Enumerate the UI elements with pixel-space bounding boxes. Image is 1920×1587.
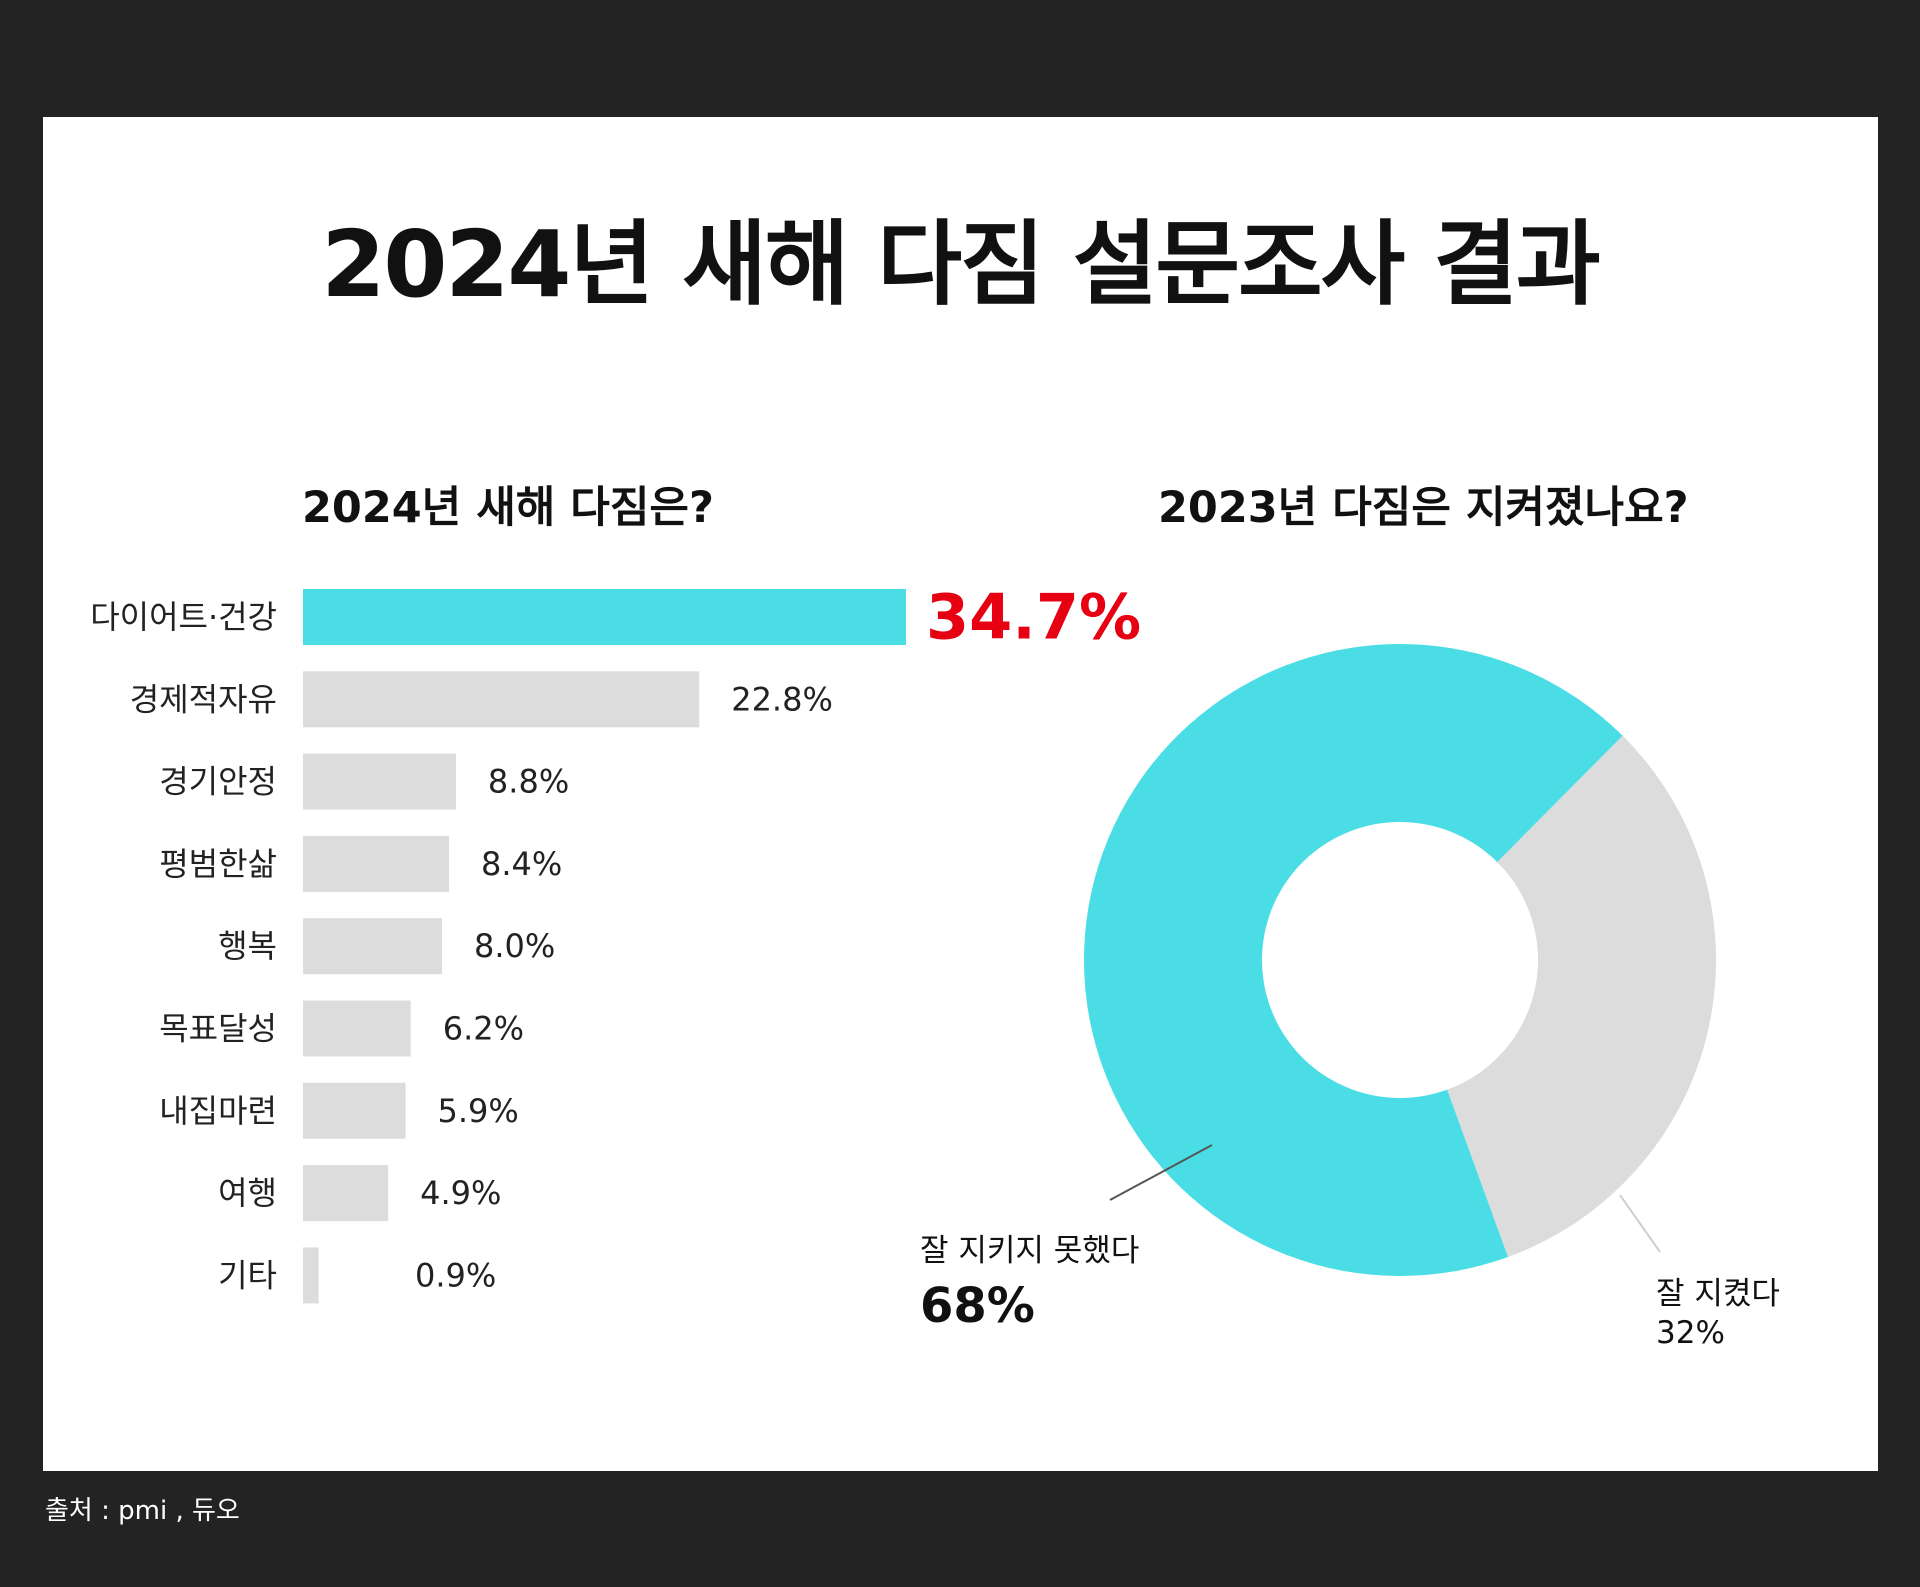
bar <box>303 1082 406 1139</box>
bar <box>303 1165 389 1222</box>
source-note: 출처 : pmi , 듀오 <box>45 1496 240 1526</box>
bar <box>303 671 700 728</box>
value-label: 5.9% <box>438 1092 519 1130</box>
bar <box>303 1247 319 1304</box>
donut-slice <box>1084 644 1623 1276</box>
category-label: 경제적자유 <box>130 680 277 718</box>
bar <box>303 753 456 810</box>
value-label: 8.8% <box>488 763 569 801</box>
slice-name: 잘 지켰다 <box>1656 1276 1780 1312</box>
donut-chart <box>1084 644 1716 1276</box>
category-label: 내집마련 <box>159 1092 277 1130</box>
category-label: 기타 <box>218 1256 277 1294</box>
bar-chart-title: 2024년 새해 다짐은? <box>302 483 714 533</box>
bar <box>303 918 443 975</box>
value-label: 34.7% <box>926 581 1141 654</box>
value-label: 4.9% <box>420 1174 501 1212</box>
category-label: 여행 <box>218 1174 277 1212</box>
leader-line <box>1109 1144 1213 1201</box>
category-label: 다이어트·건강 <box>90 598 277 636</box>
bar <box>303 589 906 645</box>
category-label: 목표달성 <box>159 1010 277 1048</box>
value-label: 6.2% <box>443 1010 524 1048</box>
slice-value: 68% <box>920 1278 1035 1334</box>
value-label: 8.0% <box>474 927 555 965</box>
slice-value: 32% <box>1656 1315 1725 1351</box>
page-title: 2024년 새해 다짐 설문조사 결과 <box>321 211 1600 318</box>
leader-line <box>1619 1194 1661 1253</box>
category-label: 행복 <box>218 927 277 965</box>
donut-chart-title: 2023년 다짐은 지켜졌나요? <box>1158 483 1689 533</box>
category-label: 평범한삶 <box>159 845 277 883</box>
slice-label-kept: 잘 지켰다 32% <box>1656 1268 1780 1351</box>
bar <box>303 1000 411 1057</box>
value-label: 0.9% <box>415 1256 496 1294</box>
value-label: 8.4% <box>481 845 562 883</box>
donut-slice <box>1447 735 1716 1257</box>
slice-label-not-kept: 잘 지키지 못했다 68% <box>920 1225 1139 1334</box>
category-label: 경기안정 <box>159 763 277 801</box>
slice-name: 잘 지키지 못했다 <box>920 1233 1140 1269</box>
bar <box>303 835 449 892</box>
value-label: 22.8% <box>731 680 833 718</box>
